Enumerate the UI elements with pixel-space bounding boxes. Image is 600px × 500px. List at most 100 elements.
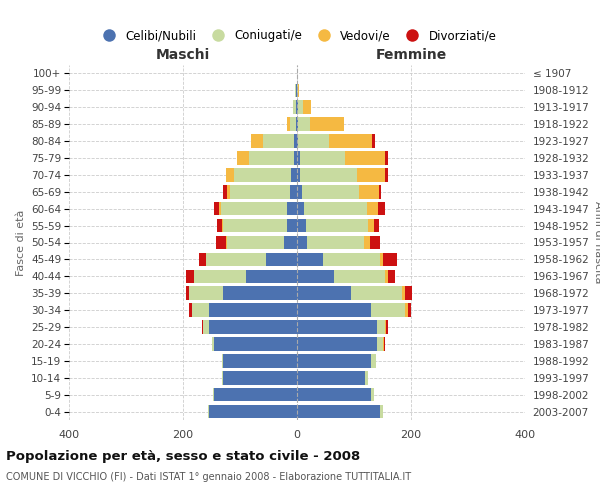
Bar (290, 185, 297, 198)
Bar (251, 134, 263, 148)
Bar (310, 118, 344, 131)
Bar (380, 252, 383, 266)
Bar (388, 270, 395, 283)
Bar (294, 134, 297, 148)
Bar (292, 168, 297, 181)
Bar (223, 371, 297, 384)
Bar (406, 286, 412, 300)
Bar (191, 304, 209, 317)
Bar (209, 320, 297, 334)
Bar (383, 337, 385, 350)
Bar (297, 84, 298, 97)
Bar (378, 202, 385, 215)
Bar (248, 151, 294, 164)
Bar (222, 371, 223, 384)
Bar (303, 100, 311, 114)
Bar (377, 320, 385, 334)
Bar (297, 202, 304, 215)
Bar (380, 405, 383, 418)
Bar (297, 100, 298, 114)
Bar (359, 185, 379, 198)
Text: COMUNE DI VICCHIO (FI) - Dati ISTAT 1° gennaio 2008 - Elaborazione TUTTITALIA.IT: COMUNE DI VICCHIO (FI) - Dati ISTAT 1° g… (6, 472, 411, 482)
Bar (295, 84, 296, 97)
Bar (209, 405, 297, 418)
Bar (377, 337, 383, 350)
Bar (186, 286, 188, 300)
Legend: Celibi/Nubili, Coniugati/e, Vedovi/e, Divorziati/e: Celibi/Nubili, Coniugati/e, Vedovi/e, Di… (93, 25, 501, 47)
Bar (220, 202, 221, 215)
Bar (297, 185, 302, 198)
Bar (206, 252, 266, 266)
Bar (186, 270, 194, 283)
Bar (208, 405, 209, 418)
Bar (237, 151, 248, 164)
Bar (379, 185, 382, 198)
Bar (346, 151, 385, 164)
Bar (263, 134, 294, 148)
Bar (323, 252, 380, 266)
Bar (284, 236, 297, 250)
Bar (302, 185, 359, 198)
Bar (214, 337, 297, 350)
Bar (385, 270, 388, 283)
Bar (287, 118, 290, 131)
Bar (287, 202, 297, 215)
Bar (227, 185, 230, 198)
Bar (297, 219, 305, 232)
Bar (297, 388, 371, 402)
Bar (203, 320, 209, 334)
Bar (221, 202, 287, 215)
Bar (297, 151, 300, 164)
Bar (214, 388, 297, 402)
Bar (223, 219, 287, 232)
Bar (246, 270, 297, 283)
Bar (300, 168, 357, 181)
Bar (235, 168, 292, 181)
Bar (367, 202, 378, 215)
Bar (297, 236, 307, 250)
Bar (298, 100, 303, 114)
Bar (307, 236, 364, 250)
Bar (209, 304, 297, 317)
Text: Maschi: Maschi (156, 48, 210, 62)
Bar (300, 151, 346, 164)
Bar (368, 219, 374, 232)
Bar (222, 354, 223, 368)
Bar (298, 84, 299, 97)
Bar (329, 134, 372, 148)
Bar (297, 168, 300, 181)
Bar (403, 286, 406, 300)
Bar (304, 202, 367, 215)
Bar (297, 337, 377, 350)
Bar (294, 151, 297, 164)
Bar (385, 168, 388, 181)
Text: Popolazione per età, sesso e stato civile - 2008: Popolazione per età, sesso e stato civil… (6, 450, 360, 463)
Bar (297, 371, 365, 384)
Bar (217, 219, 222, 232)
Bar (188, 304, 191, 317)
Bar (298, 134, 329, 148)
Bar (297, 320, 377, 334)
Bar (213, 388, 214, 402)
Bar (371, 388, 374, 402)
Bar (223, 286, 297, 300)
Bar (222, 219, 223, 232)
Bar (298, 118, 310, 131)
Bar (408, 304, 411, 317)
Bar (297, 304, 371, 317)
Bar (226, 236, 227, 250)
Bar (297, 134, 298, 148)
Bar (194, 270, 246, 283)
Bar (357, 168, 385, 181)
Y-axis label: Anni di nascita: Anni di nascita (593, 201, 600, 284)
Bar (351, 286, 403, 300)
Bar (293, 100, 296, 114)
Bar (188, 286, 223, 300)
Bar (297, 118, 298, 131)
Bar (334, 270, 385, 283)
Bar (296, 118, 297, 131)
Bar (406, 304, 408, 317)
Bar (297, 354, 371, 368)
Bar (297, 270, 334, 283)
Bar (287, 219, 297, 232)
